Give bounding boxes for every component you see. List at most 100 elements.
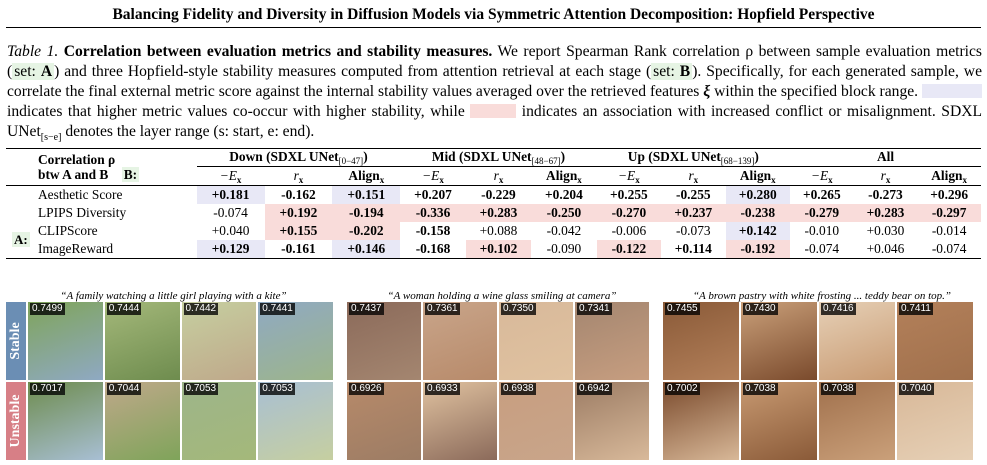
group-header-up: Up (SDXL UNet[68−139]) bbox=[596, 148, 790, 167]
column-subscript: x bbox=[439, 174, 444, 185]
column-symbol: −E bbox=[219, 167, 237, 183]
correlation-cell: +0.192 bbox=[264, 204, 333, 222]
correlation-cell: -0.010 bbox=[804, 223, 840, 238]
figure-panel: “A woman holding a wine glass smiling at… bbox=[347, 290, 657, 460]
column-header-row: −Ex rx Alignx −Ex rx Alignx −Ex rx Alignx −Ex rx Al… bbox=[6, 167, 981, 186]
unstable-sample-image: 0.7002 bbox=[663, 382, 739, 460]
correlation-cell: -0.250 bbox=[531, 204, 597, 222]
correlation-cell: -0.255 bbox=[676, 187, 711, 202]
stability-score-badge: 0.7053 bbox=[183, 383, 219, 395]
correlation-cell: +0.207 bbox=[414, 187, 452, 202]
correlation-cell: -0.074 bbox=[931, 241, 967, 256]
group-close: ) bbox=[560, 148, 566, 164]
unstable-row-label: Unstable bbox=[6, 382, 26, 460]
column-subscript: x bbox=[298, 174, 304, 185]
stability-score-badge: 0.7038 bbox=[743, 383, 778, 395]
correlation-cell: +0.237 bbox=[661, 204, 726, 222]
group-range: [0−47] bbox=[338, 155, 364, 166]
group-range: [48−67] bbox=[531, 155, 561, 166]
stable-sample-image: 0.7416 bbox=[819, 302, 895, 380]
stable-sample-image: 0.7441 bbox=[258, 302, 333, 380]
figure-panel: “A brown pastry with white frosting ... … bbox=[663, 290, 981, 460]
group-close: ) bbox=[754, 148, 759, 164]
caption-label: Table 1. bbox=[7, 43, 59, 60]
unstable-sample-image: 0.7053 bbox=[258, 382, 333, 460]
caption-text: within the specified block range. bbox=[710, 83, 919, 100]
paper-header-title: Balancing Fidelity and Diversity in Diff… bbox=[112, 6, 875, 23]
set-b-highlight: set: B bbox=[651, 63, 693, 80]
stability-score-badge: 0.7038 bbox=[821, 383, 856, 395]
stable-sample-image: 0.7499 bbox=[28, 302, 103, 380]
caption-text: indicates an association with increased … bbox=[7, 103, 982, 140]
column-subscript: x bbox=[962, 174, 968, 185]
a-label: A: bbox=[12, 232, 30, 248]
correlation-cell: -0.238 bbox=[725, 204, 790, 222]
correlation-cell: -0.158 bbox=[415, 223, 451, 238]
column-symbol: Align bbox=[348, 167, 380, 183]
column-header: Alignx bbox=[917, 167, 981, 186]
set-b-letter: B bbox=[679, 63, 691, 80]
correlation-cell: +0.181 bbox=[196, 185, 265, 204]
stable-row-label-text: Stable bbox=[8, 322, 23, 360]
column-header: rx bbox=[854, 167, 918, 186]
column-subscript: x bbox=[379, 174, 385, 185]
stability-score-badge: 0.7430 bbox=[743, 303, 778, 315]
correlation-cell: -0.161 bbox=[281, 241, 316, 256]
stability-score-badge: 0.7002 bbox=[665, 383, 700, 395]
stability-score-badge: 0.7442 bbox=[183, 303, 219, 315]
row-metric-label: LPIPS Diversity bbox=[38, 205, 127, 220]
set-a-highlight: set: A bbox=[12, 63, 55, 80]
caption-text: indicates that higher metric values co-o… bbox=[7, 103, 471, 120]
stability-score-badge: 0.7044 bbox=[106, 383, 142, 395]
correlation-cell: +0.040 bbox=[211, 223, 250, 238]
column-header: −Ex bbox=[790, 167, 854, 186]
column-header: rx bbox=[661, 167, 725, 186]
correlation-cell: -0.192 bbox=[725, 240, 790, 259]
correlation-cell: -0.122 bbox=[596, 240, 662, 259]
column-symbol: Align bbox=[931, 167, 963, 183]
stability-score-badge: 0.6933 bbox=[425, 383, 460, 395]
stable-sample-image: 0.7350 bbox=[499, 302, 573, 380]
stability-score-badge: 0.6938 bbox=[501, 383, 536, 395]
unstable-sample-image: 0.7038 bbox=[741, 382, 817, 460]
corner-line2: btw A and B bbox=[38, 166, 109, 182]
correlation-table: Correlation ρ btw A and B B: Down (SDXL … bbox=[6, 148, 981, 259]
correlation-cell: -0.270 bbox=[596, 204, 662, 222]
stability-score-badge: 0.7455 bbox=[665, 303, 700, 315]
correlation-cell: +0.155 bbox=[264, 222, 333, 240]
stability-score-badge: 0.7444 bbox=[106, 303, 142, 315]
column-symbol: −E bbox=[422, 167, 440, 183]
column-symbol: r bbox=[493, 167, 499, 183]
stable-sample-image: 0.7411 bbox=[897, 302, 973, 380]
stability-score-badge: 0.7040 bbox=[899, 383, 934, 395]
unstable-sample-image: 0.7017 bbox=[28, 382, 103, 460]
table-row: Aesthetic Score +0.181 -0.162 +0.151 +0.207 -… bbox=[6, 185, 981, 204]
correlation-cell: -0.273 bbox=[868, 187, 903, 202]
group-header-down: Down (SDXL UNet[0−47]) bbox=[196, 148, 401, 167]
correlation-cell: +0.265 bbox=[802, 187, 841, 202]
group-name: Mid (SDXL UNet bbox=[431, 148, 532, 164]
group-name: Up (SDXL UNet bbox=[627, 148, 721, 164]
column-subscript: x bbox=[498, 174, 504, 185]
correlation-cell: +0.204 bbox=[545, 187, 583, 202]
stable-row-label: Stable bbox=[6, 302, 26, 380]
stability-score-badge: 0.7350 bbox=[501, 303, 536, 315]
column-header: −Ex bbox=[597, 167, 661, 186]
xi-symbol: ξ bbox=[703, 83, 711, 100]
column-symbol: r bbox=[293, 167, 299, 183]
unstable-sample-image: 0.7040 bbox=[897, 382, 973, 460]
table-row: LPIPS Diversity -0.074 +0.192 -0.194 -0.336 +… bbox=[6, 204, 981, 222]
column-symbol: r bbox=[688, 167, 694, 183]
stability-score-badge: 0.7341 bbox=[577, 303, 612, 315]
correlation-cell: -0.074 bbox=[804, 241, 840, 256]
column-subscript: x bbox=[828, 174, 833, 185]
header-rule bbox=[6, 27, 981, 28]
column-header: −Ex bbox=[400, 167, 465, 186]
column-header: −Ex bbox=[197, 167, 265, 186]
correlation-cell: -0.074 bbox=[213, 205, 248, 220]
group-name: All bbox=[876, 149, 895, 164]
corner-line1: Correlation ρ bbox=[38, 151, 116, 167]
stability-score-badge: 0.6926 bbox=[349, 383, 384, 395]
stable-sample-image: 0.7430 bbox=[741, 302, 817, 380]
row-metric-label: CLIPScore bbox=[38, 223, 98, 238]
